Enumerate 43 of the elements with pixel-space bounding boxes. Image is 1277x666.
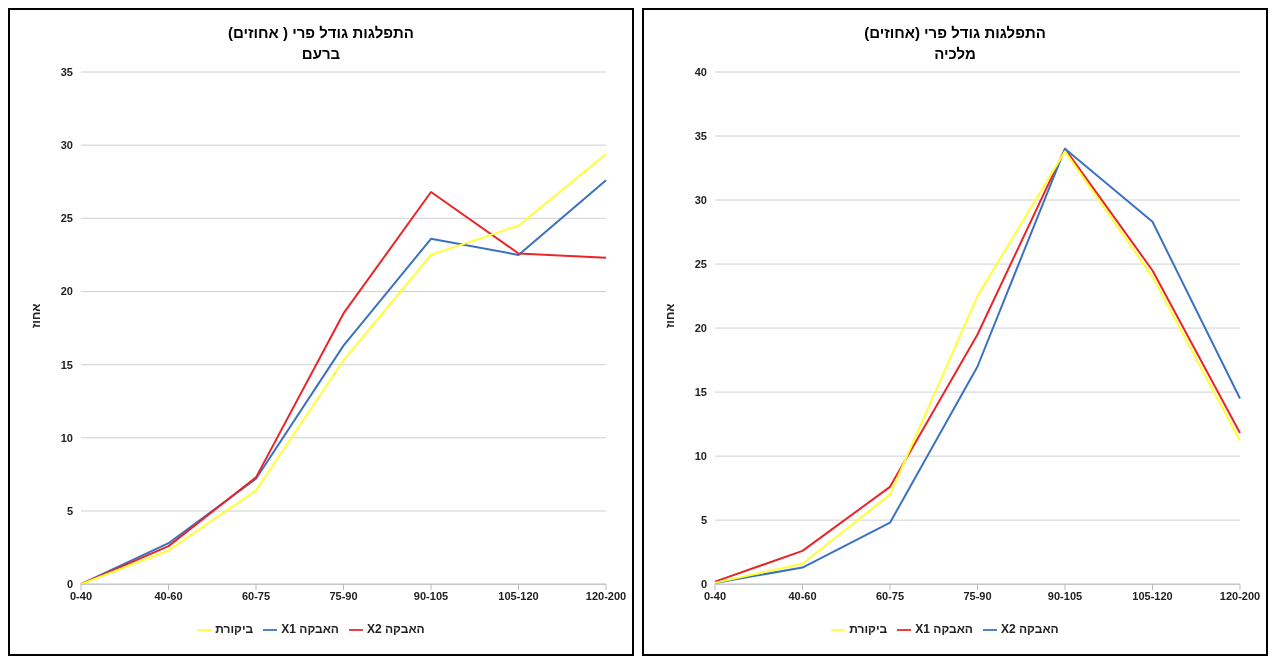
legend-label: האבקה X1 bbox=[281, 622, 339, 637]
x-tick-label: 90-105 bbox=[413, 589, 449, 602]
y-axis-title: אחוז bbox=[663, 303, 678, 329]
legend-label: ביקורת bbox=[849, 622, 888, 637]
x-tick-label: 105-120 bbox=[1132, 589, 1173, 602]
y-tick-label: 35 bbox=[694, 129, 707, 142]
y-tick-label: 20 bbox=[694, 321, 707, 334]
x-tick-label: 105-120 bbox=[498, 589, 539, 602]
y-tick-label: 10 bbox=[694, 450, 707, 463]
y-tick-label: 0 bbox=[66, 578, 73, 591]
x-tick-label: 60-75 bbox=[875, 589, 905, 602]
chart-subtitle: מלכיה bbox=[934, 45, 976, 62]
y-tick-label: 20 bbox=[60, 285, 73, 298]
y-tick-label: 5 bbox=[66, 504, 73, 517]
chart-title: התפלגות גודל פרי (אחוזים) bbox=[864, 24, 1046, 41]
x-tick-label: 0-40 bbox=[703, 589, 727, 602]
x-tick-label: 120-200 bbox=[585, 589, 627, 602]
x-tick-label: 60-75 bbox=[241, 589, 271, 602]
y-tick-label: 5 bbox=[700, 514, 707, 527]
chart-title: התפלגות גודל פרי ( אחוזים) bbox=[228, 24, 414, 41]
chart-subtitle: ברעם bbox=[301, 45, 341, 62]
legend-label: האבקה X2 bbox=[366, 622, 425, 637]
x-tick-label: 90-105 bbox=[1047, 589, 1083, 602]
y-tick-label: 15 bbox=[694, 386, 707, 399]
x-tick-label: 75-90 bbox=[963, 589, 992, 602]
legend-label: ביקורת bbox=[215, 622, 254, 637]
y-tick-label: 30 bbox=[694, 193, 707, 206]
x-tick-label: 0-40 bbox=[69, 589, 93, 602]
y-tick-label: 10 bbox=[60, 431, 73, 444]
x-tick-label: 120-200 bbox=[1219, 589, 1261, 602]
legend-label: האבקה X2 bbox=[1000, 622, 1059, 637]
y-tick-label: 15 bbox=[60, 358, 73, 371]
y-tick-label: 35 bbox=[60, 65, 73, 78]
x-tick-label: 40-60 bbox=[154, 589, 183, 602]
y-tick-label: 40 bbox=[694, 65, 707, 78]
x-tick-label: 40-60 bbox=[788, 589, 817, 602]
y-axis-title: אחוז bbox=[29, 303, 44, 329]
x-tick-label: 75-90 bbox=[329, 589, 358, 602]
y-tick-label: 0 bbox=[700, 578, 707, 591]
y-tick-label: 25 bbox=[694, 257, 707, 270]
y-tick-label: 25 bbox=[60, 212, 73, 225]
legend-label: האבקה X1 bbox=[915, 622, 973, 637]
y-tick-label: 30 bbox=[60, 139, 73, 152]
